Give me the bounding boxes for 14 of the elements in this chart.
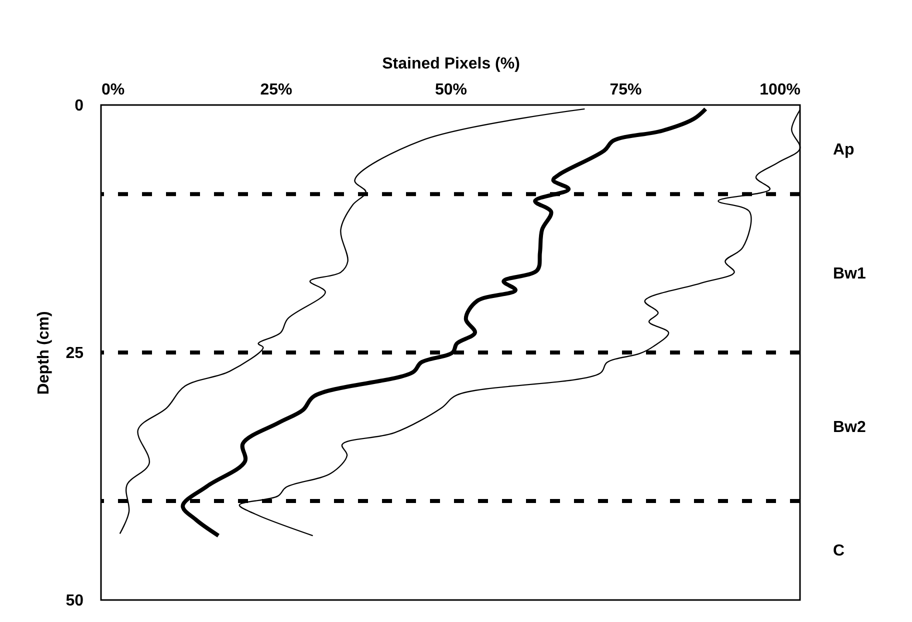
text: Bw2 — [833, 418, 866, 436]
y-tick-label: 0 — [74, 98, 84, 114]
text: Ap — [833, 142, 855, 159]
y-tick-label: 50 — [66, 592, 84, 610]
y-axis-title: Depth (cm) — [36, 311, 53, 395]
x-tick-label: 75% — [610, 82, 642, 98]
x-axis-title: Stained Pixels (%) — [382, 56, 520, 72]
x-tick-label: 100% — [760, 82, 800, 98]
text: C — [833, 542, 845, 560]
x-tick-label: 25% — [260, 82, 292, 98]
y-tick-label: 25 — [66, 345, 84, 362]
text: Bw1 — [833, 265, 866, 282]
x-tick-label: 0% — [102, 82, 125, 98]
x-tick-label: 50% — [434, 82, 468, 98]
